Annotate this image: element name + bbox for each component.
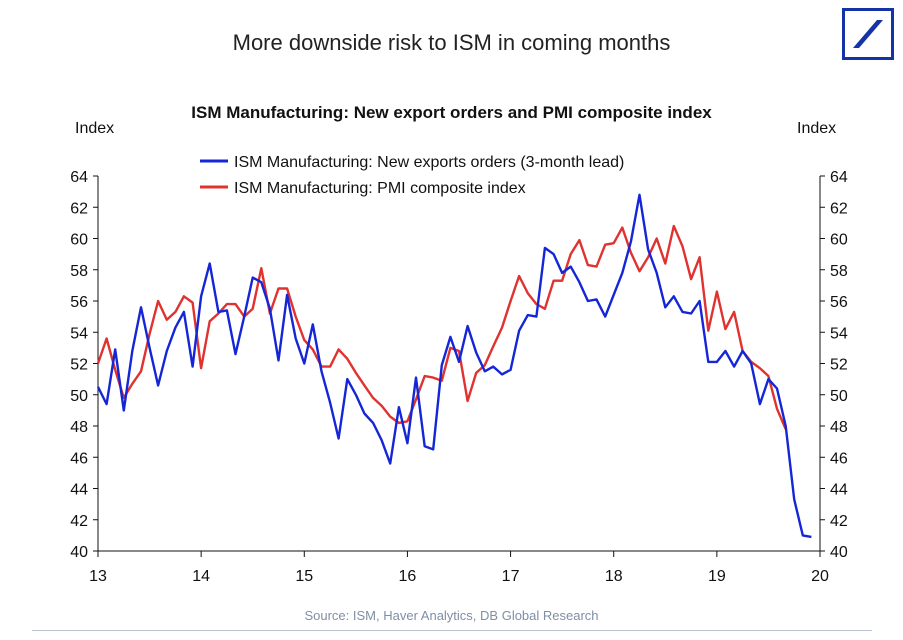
right-y-tick-label: 40	[830, 544, 848, 561]
right-y-tick-label: 54	[830, 325, 848, 342]
left-y-tick-label: 56	[70, 294, 88, 311]
left-y-tick-label: 62	[70, 200, 88, 217]
left-axis-unit-label: Index	[75, 120, 114, 137]
right-y-tick-label: 56	[830, 294, 848, 311]
legend-label-exports: ISM Manufacturing: New exports orders (3…	[234, 154, 624, 171]
x-tick-label: 20	[811, 568, 829, 585]
x-tick-label: 13	[89, 568, 107, 585]
x-tick-label: 19	[708, 568, 726, 585]
logo-slash-icon	[853, 20, 883, 48]
x-tick-label: 14	[192, 568, 210, 585]
left-y-tick-label: 42	[70, 513, 88, 530]
right-y-tick-label: 46	[830, 450, 848, 467]
right-y-tick-label: 50	[830, 388, 848, 405]
right-y-tick-label: 58	[830, 263, 848, 280]
x-tick-label: 17	[502, 568, 520, 585]
axes	[97, 176, 821, 552]
right-y-tick-label: 52	[830, 357, 848, 374]
x-tick-label: 15	[295, 568, 313, 585]
footer-divider	[32, 630, 872, 631]
right-y-tick-label: 60	[830, 232, 848, 249]
legend-label-pmi: ISM Manufacturing: PMI composite index	[234, 180, 526, 197]
left-y-tick-label: 52	[70, 357, 88, 374]
left-y-tick-label: 64	[70, 169, 88, 186]
legend: ISM Manufacturing: New exports orders (3…	[200, 154, 624, 197]
left-y-tick-label: 50	[70, 388, 88, 405]
left-y-tick-label: 48	[70, 419, 88, 436]
right-y-tick-label: 64	[830, 169, 848, 186]
right-y-tick-label: 42	[830, 513, 848, 530]
exports-orders-line	[96, 193, 812, 539]
right-y-tick-label: 48	[830, 419, 848, 436]
left-y-tick-label: 54	[70, 325, 88, 342]
x-tick-label: 16	[399, 568, 417, 585]
left-y-tick-label: 44	[70, 482, 88, 499]
chart-title: ISM Manufacturing: New export orders and…	[191, 103, 712, 122]
series-lines	[96, 193, 812, 539]
slide-title: More downside risk to ISM in coming mont…	[232, 30, 671, 55]
ticks: 40 40 42 42 44 44 46 46 48 48 50 50 52 52 54 54 56 56 58 58…	[70, 169, 848, 585]
left-y-tick-label: 46	[70, 450, 88, 467]
left-y-tick-label: 40	[70, 544, 88, 561]
right-axis-unit-label: Index	[797, 120, 836, 137]
source-note: Source: ISM, Haver Analytics, DB Global …	[304, 608, 599, 623]
left-y-tick-label: 58	[70, 263, 88, 280]
deutsche-bank-logo	[842, 8, 894, 60]
pmi-composite-line	[96, 224, 787, 430]
right-y-tick-label: 44	[830, 482, 848, 499]
left-y-tick-label: 60	[70, 232, 88, 249]
x-tick-label: 18	[605, 568, 623, 585]
right-y-tick-label: 62	[830, 200, 848, 217]
